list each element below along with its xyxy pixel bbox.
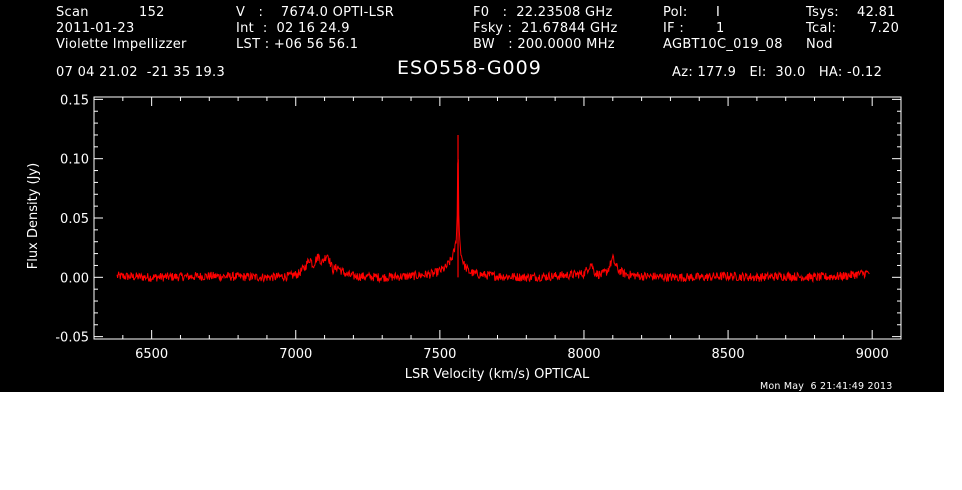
x-tick-label: 9000	[856, 347, 889, 362]
if-label: IF :	[663, 21, 685, 36]
scan-label: Scan	[56, 5, 89, 20]
y-tick-label: 0.10	[60, 153, 89, 168]
bandwidth-line: BW : 200.0000 MHz	[473, 37, 615, 52]
x-tick-label: 8000	[567, 347, 600, 362]
y-tick-label: -0.05	[55, 331, 89, 346]
polarization-label: Pol:	[663, 5, 688, 20]
polarization-value: I	[716, 5, 721, 20]
spectrum-chart: 6500 7000 7500 8000 8500 9000 -0.05 0.00 0.05 0.1…	[26, 93, 902, 382]
if-value: 1	[716, 21, 725, 36]
tsys-label: Tsys:	[806, 5, 839, 20]
y-tick-label: 0.15	[60, 93, 89, 108]
velocity-line: V : 7674.0 OPTI-LSR	[236, 5, 395, 20]
rest-frequency-line: F0 : 22.23508 GHz	[473, 5, 613, 20]
y-axis-label: Flux Density (Jy)	[26, 163, 41, 269]
plot-frame	[93, 96, 902, 340]
plot-window: Scan 152 2011-01-23 Violette Impellizzer…	[0, 0, 944, 392]
x-tick-label: 7500	[423, 347, 456, 362]
sky-frequency-line: Fsky : 21.67844 GHz	[473, 21, 618, 36]
az-el-ha: Az: 177.9 El: 30.0 HA: -0.12	[672, 65, 883, 80]
observer-name: Violette Impellizzer	[56, 37, 187, 52]
y-tick-label: 0.00	[60, 271, 89, 286]
lst-line: LST : +06 56 56.1	[236, 37, 359, 52]
observing-mode: Nod	[806, 37, 833, 52]
x-tick-label: 8500	[712, 347, 745, 362]
scan-number: 152	[139, 5, 165, 20]
spectrum-trace	[116, 159, 870, 284]
tcal-label: Tcal:	[806, 21, 837, 36]
observation-date: 2011-01-23	[56, 21, 135, 36]
integration-time-line: Int : 02 16 24.9	[236, 21, 350, 36]
y-tick-label: 0.05	[60, 212, 89, 227]
x-axis-label: LSR Velocity (km/s) OPTICAL	[405, 367, 590, 382]
source-name: ESO558-G009	[397, 57, 542, 79]
ra-dec-coordinates: 07 04 21.02 -21 35 19.3	[56, 65, 226, 80]
x-tick-label: 6500	[135, 347, 168, 362]
tcal-value: 7.20	[869, 21, 900, 36]
project-id: AGBT10C_019_08	[663, 37, 783, 52]
tsys-value: 42.81	[857, 5, 896, 20]
x-tick-label: 7000	[279, 347, 312, 362]
plot-timestamp: Mon May 6 21:41:49 2013	[760, 381, 893, 392]
